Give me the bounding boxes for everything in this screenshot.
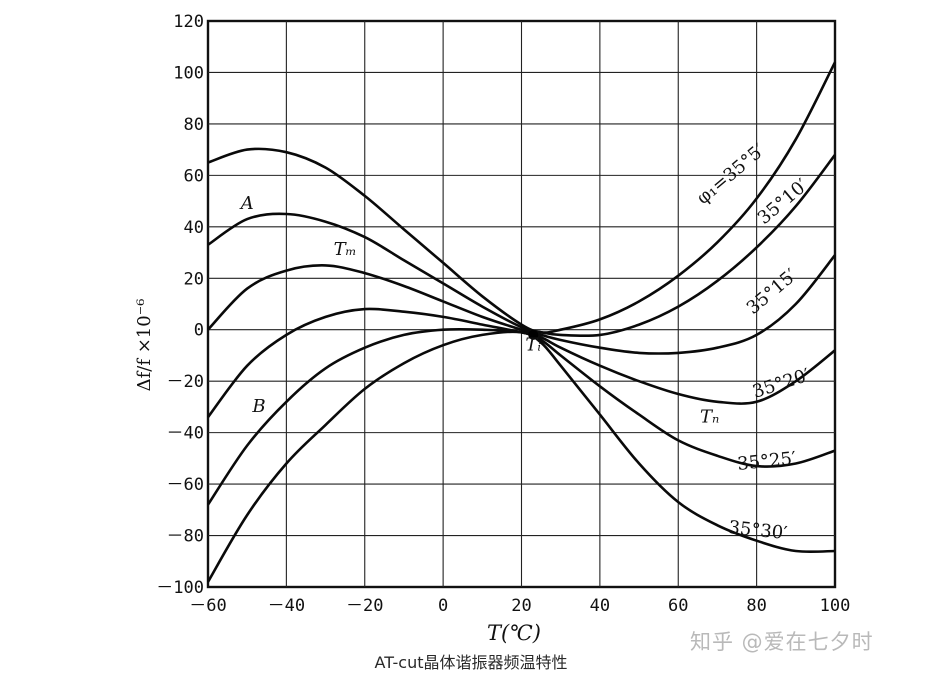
x-tick-label: －60 bbox=[189, 596, 226, 616]
x-axis-label: T(℃) bbox=[487, 621, 541, 645]
x-tick-label: 100 bbox=[820, 596, 851, 616]
y-tick-label: －80 bbox=[167, 527, 204, 547]
y-tick-label: －40 bbox=[167, 424, 204, 444]
y-tick-label: －20 bbox=[167, 372, 204, 392]
annotation-label: Tₙ bbox=[700, 406, 719, 427]
y-axis-label-text: Δf/f ×10⁻⁶ bbox=[134, 299, 155, 392]
x-tick-label: －40 bbox=[268, 596, 305, 616]
curve-labels: φ₁=35°5′35°10′35°15′35°20′35°25′35°30′AT… bbox=[239, 140, 813, 544]
y-tick-label: 120 bbox=[173, 12, 204, 32]
series-name-label: 35°15′ bbox=[743, 265, 802, 319]
x-tick-label: －20 bbox=[346, 596, 383, 616]
x-tick-labels: －60 －40 －20 0 20 40 60 80 100 bbox=[189, 596, 850, 616]
annotation-label: Tᵢ bbox=[525, 334, 541, 355]
series-name-label: 35°20′ bbox=[750, 365, 813, 403]
series-name-label: 35°30′ bbox=[727, 517, 788, 544]
x-tick-label: 20 bbox=[511, 596, 531, 616]
x-tick-label: 0 bbox=[438, 596, 448, 616]
curves bbox=[206, 61, 837, 583]
figure-caption: AT-cut晶体谐振器频温特性 bbox=[374, 653, 568, 672]
y-tick-label: 60 bbox=[184, 166, 204, 186]
x-tick-label: 80 bbox=[746, 596, 766, 616]
series-name-label: 35°25′ bbox=[736, 448, 797, 475]
inflection-point bbox=[528, 329, 539, 340]
annotation-label: Tₘ bbox=[334, 239, 357, 260]
y-tick-labels: 120 100 80 60 40 20 0 －20 －40 －60 －80 －100 bbox=[156, 12, 204, 598]
y-tick-label: 100 bbox=[173, 63, 204, 83]
y-tick-label: －100 bbox=[156, 578, 204, 598]
annotation-label: A bbox=[239, 193, 254, 214]
x-tick-label: 40 bbox=[590, 596, 610, 616]
annotation-label: B bbox=[251, 396, 265, 417]
y-tick-label: 40 bbox=[184, 218, 204, 238]
x-tick-label: 60 bbox=[668, 596, 688, 616]
y-tick-label: 0 bbox=[194, 321, 204, 341]
grid bbox=[208, 21, 835, 587]
y-tick-label: －60 bbox=[167, 475, 204, 495]
watermark: 知乎 @爱在七夕时 bbox=[690, 630, 874, 654]
y-axis-label: Δf/f ×10⁻⁶ bbox=[134, 299, 155, 392]
y-tick-label: 80 bbox=[184, 115, 204, 135]
y-tick-label: 20 bbox=[184, 269, 204, 289]
